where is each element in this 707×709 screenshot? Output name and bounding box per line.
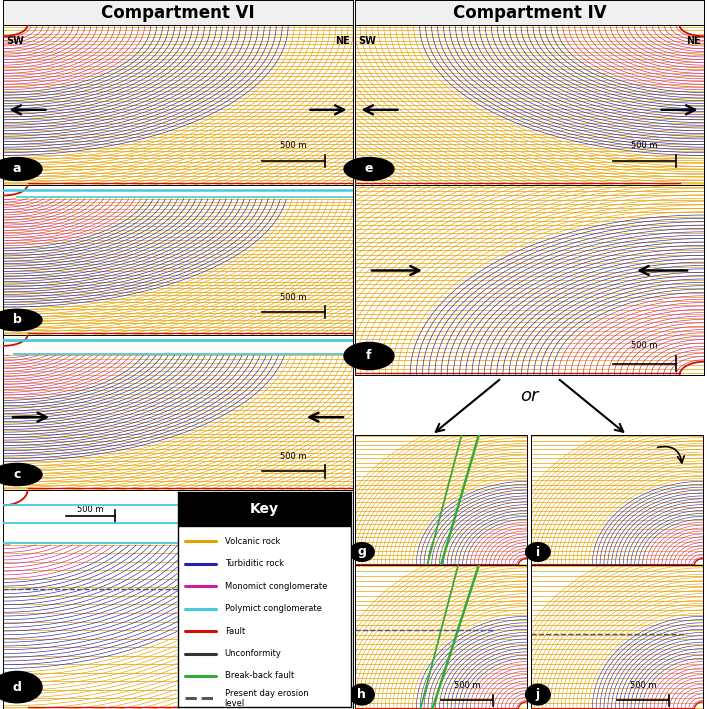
Text: Turbiditic rock: Turbiditic rock [225,559,284,569]
Text: Break-back fault: Break-back fault [225,671,294,681]
Text: Volcanic rock: Volcanic rock [225,537,280,546]
Circle shape [349,684,374,705]
Text: f: f [366,350,372,362]
Text: NE: NE [336,36,350,46]
Text: SW: SW [6,36,24,46]
Text: NE: NE [686,36,701,46]
Circle shape [0,309,42,330]
Text: 500 m: 500 m [280,452,307,461]
Text: c: c [13,468,21,481]
Text: a: a [13,162,21,176]
Text: 500 m: 500 m [629,681,656,691]
Text: h: h [358,688,366,701]
Text: SW: SW [358,36,376,46]
Circle shape [344,157,394,180]
Circle shape [0,464,42,486]
Text: Compartment IV: Compartment IV [452,4,607,21]
Circle shape [525,542,550,562]
Text: Key: Key [250,502,279,516]
Text: Fault: Fault [225,627,245,636]
Text: Compartment VI: Compartment VI [101,4,255,21]
Circle shape [525,684,550,705]
Text: 500 m: 500 m [631,341,658,350]
Text: b: b [13,313,21,327]
Text: Monomict conglomerate: Monomict conglomerate [225,582,327,591]
Circle shape [349,542,374,562]
Text: e: e [365,162,373,176]
Circle shape [0,157,42,180]
Text: 500 m: 500 m [77,505,104,514]
Circle shape [0,671,42,703]
Text: 500 m: 500 m [280,293,307,302]
Text: Present day erosion
level: Present day erosion level [225,688,308,708]
Bar [178,492,351,526]
Text: 500 m: 500 m [280,141,307,150]
Text: Polymict conglomerate: Polymict conglomerate [225,604,322,613]
Text: 500 m: 500 m [631,141,658,150]
Circle shape [344,342,394,369]
Text: or: or [520,387,539,405]
Text: g: g [358,545,366,559]
Text: i: i [536,545,540,559]
Text: Unconformity: Unconformity [225,649,281,658]
Text: j: j [536,688,540,701]
Text: d: d [13,681,21,693]
Text: 500 m: 500 m [454,681,480,691]
